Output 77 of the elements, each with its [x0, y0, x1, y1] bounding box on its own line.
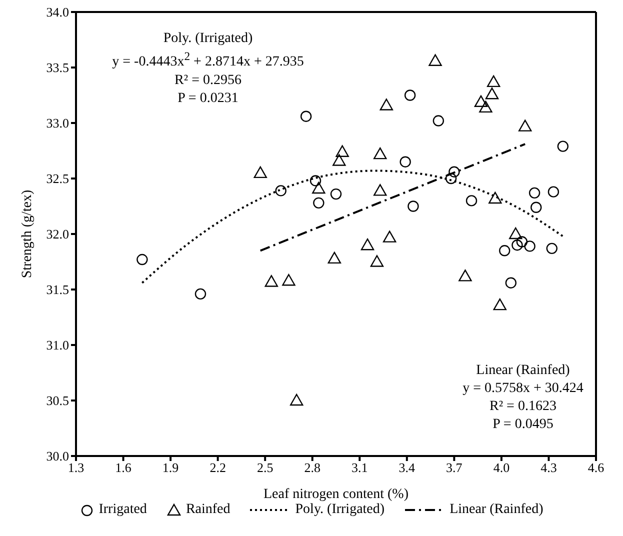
point [505, 277, 517, 288]
point [530, 202, 542, 213]
y-tick-label: 33.0 [46, 116, 69, 131]
y-tick-label: 34.0 [46, 4, 69, 20]
point [360, 238, 374, 250]
y-tick-label: 32.5 [46, 171, 69, 186]
point [458, 270, 472, 282]
point [290, 394, 304, 406]
point [509, 227, 522, 240]
point [546, 242, 558, 254]
point [382, 230, 396, 242]
y-tick-label: 30.5 [46, 393, 69, 408]
point [336, 145, 349, 157]
point [474, 95, 488, 108]
point [485, 88, 499, 100]
x-tick-label: 2.5 [256, 460, 274, 476]
point [136, 254, 148, 266]
point [408, 200, 419, 212]
x-axis-title: Leaf nitrogen content (%) [264, 487, 409, 502]
point [486, 75, 500, 88]
point [374, 147, 387, 160]
x-tick-label: 3.7 [446, 460, 463, 476]
point [328, 252, 342, 264]
point [400, 156, 411, 168]
point [432, 115, 444, 126]
point [524, 240, 536, 252]
legend-label: Rainfed [186, 502, 230, 518]
point [282, 274, 296, 286]
point [516, 236, 528, 248]
point [548, 186, 560, 198]
x-tick-label: 3.4 [398, 460, 416, 476]
point [479, 100, 492, 113]
point [275, 185, 286, 196]
point [313, 197, 324, 209]
y-tick-label: 31.0 [46, 338, 69, 353]
point [466, 195, 478, 206]
x-tick-label: 1.9 [162, 460, 179, 476]
point [264, 275, 278, 287]
x-tick-label: 4.6 [588, 460, 605, 476]
point [512, 240, 523, 251]
point [448, 166, 460, 178]
point [499, 245, 510, 256]
y-tick-label: 31.5 [46, 282, 69, 298]
x-tick-label: 2.2 [210, 460, 226, 476]
y-axis-title: Strength (g/tex) [20, 190, 35, 278]
point [488, 192, 502, 204]
point [254, 166, 267, 178]
point [194, 288, 206, 300]
point [310, 175, 322, 186]
point [380, 98, 394, 110]
y-tick-label: 32.0 [46, 226, 69, 242]
point [428, 54, 442, 66]
point [404, 90, 416, 101]
point [557, 140, 569, 152]
point [374, 184, 387, 196]
point [312, 182, 326, 194]
legend-label: Linear (Rainfed) [450, 502, 544, 518]
legend-label: Irrigated [98, 502, 147, 518]
x-tick-label: 4.0 [493, 460, 510, 476]
legend-label: Poly. (Irrigated) [295, 502, 385, 518]
point [330, 188, 342, 200]
point [332, 154, 346, 166]
point [300, 110, 312, 122]
point [493, 298, 506, 310]
annotation: Linear (Rainfed) y = 0.5758x + 30.424 R² = 0.1623 P = 0.0495 [462, 362, 584, 434]
x-tick-label: 3.1 [352, 460, 368, 476]
x-tick-label: 1.6 [115, 460, 132, 476]
point [370, 255, 384, 267]
y-tick-label: 30.0 [46, 448, 69, 464]
point [518, 120, 532, 132]
point [528, 187, 540, 199]
annotation: Poly. (Irrigated) y = -0.4443x$^{2}$ + 2.8714x + 27.935 R² = 0.2956 P = 0.0231 [112, 30, 304, 108]
x-tick-label: 4.3 [540, 460, 557, 476]
x-tick-label: 2.8 [304, 460, 320, 476]
x-tick-label: 1.3 [68, 460, 84, 476]
point [445, 172, 457, 184]
y-tick-label: 33.5 [46, 60, 69, 76]
